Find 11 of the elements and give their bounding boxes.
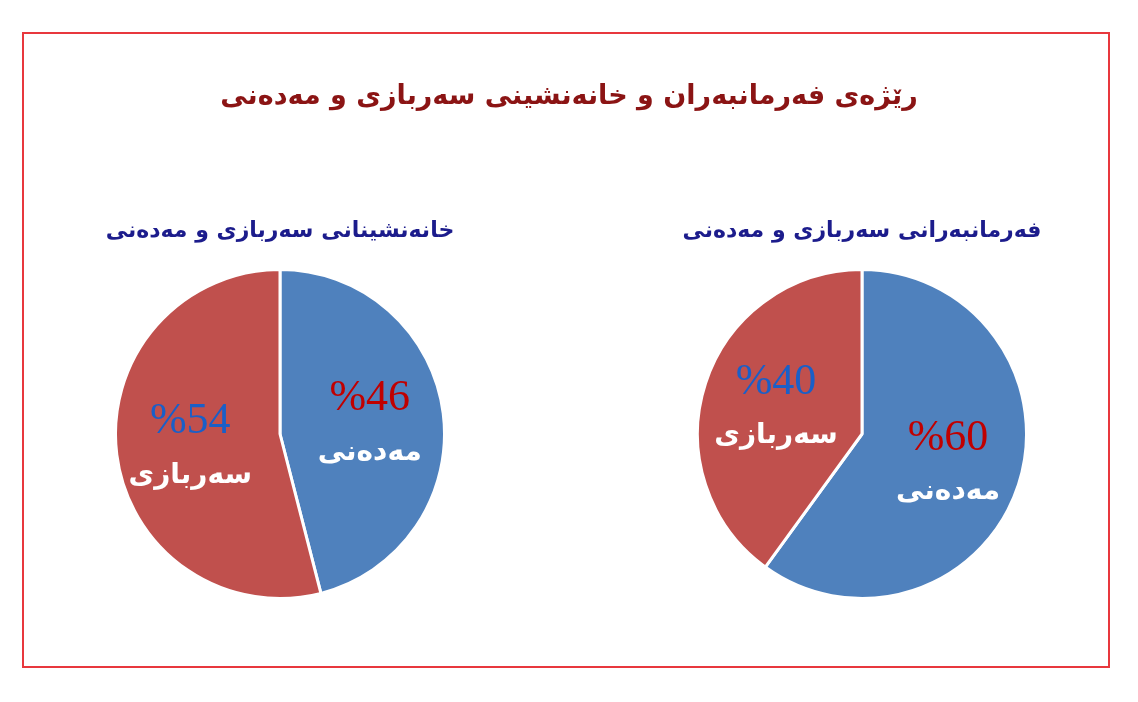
data-label: %40 <box>735 354 817 404</box>
data-label: %46 <box>329 371 411 421</box>
chart-title: فەرمانبەرانی سەربازی و مەدەنی <box>681 216 1043 245</box>
slice-label: سەربازی <box>714 417 838 451</box>
slice-label: سەربازی <box>128 456 252 490</box>
data-label: %60 <box>907 410 989 460</box>
slice-label: مەدەنی <box>317 433 422 467</box>
slice-label: مەدەنی <box>896 473 1001 507</box>
text: رێژەی فەرمانبەران و خانەنشینی سەربازی و مەدەنی <box>219 78 919 113</box>
data-label: %54 <box>149 393 231 443</box>
chart-title: خانەنشینانی سەربازی و مەدەنی <box>104 216 456 245</box>
